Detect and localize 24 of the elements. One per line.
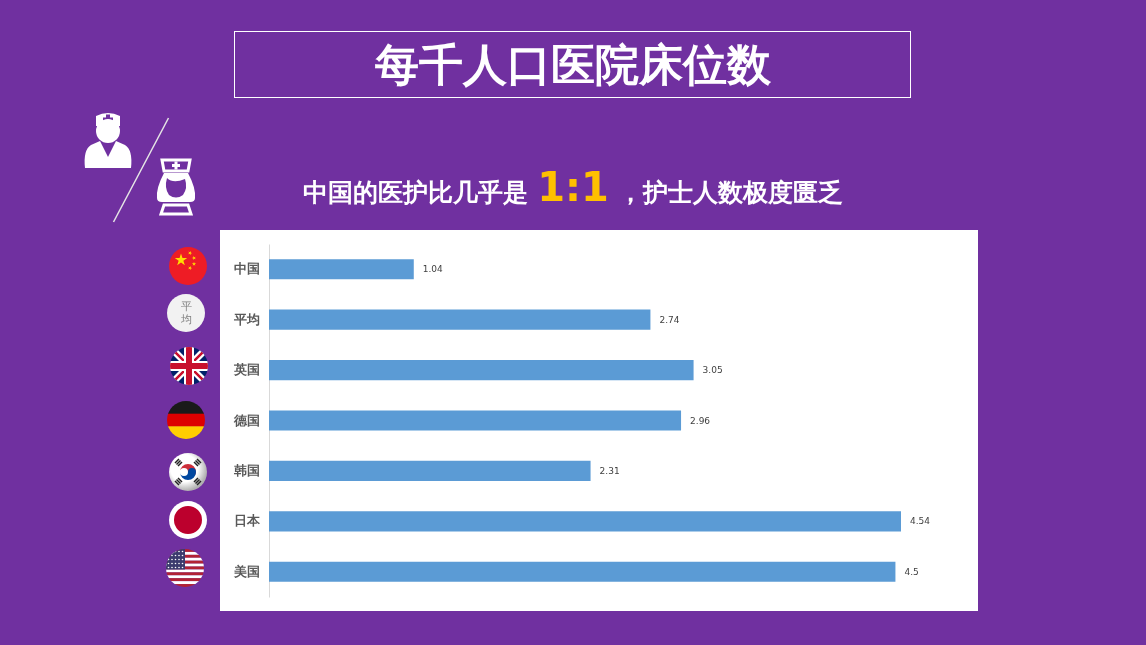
data-label: 1.04 xyxy=(422,264,444,275)
chart-title: 每千人口医院床位数 xyxy=(234,31,911,98)
data-label: 3.05 xyxy=(702,365,723,376)
data-label: 2.31 xyxy=(599,465,620,476)
y-tick-label: 德国 xyxy=(232,412,260,428)
bar xyxy=(269,309,651,330)
y-tick-label: 韩国 xyxy=(232,462,260,478)
bar xyxy=(269,410,682,431)
bar xyxy=(269,460,591,482)
data-label: 2.74 xyxy=(659,314,680,325)
data-label: 4.54 xyxy=(910,516,931,527)
y-tick-label: 日本 xyxy=(233,513,261,529)
y-tick-label: 中国 xyxy=(233,261,260,277)
y-tick-label: 美国 xyxy=(232,563,260,579)
y-tick-label: 平均 xyxy=(232,311,260,327)
y-tick-label: 英国 xyxy=(232,362,260,378)
bar xyxy=(269,561,896,582)
average-badge-icon: 平均 xyxy=(167,294,205,332)
data-label: 4.5 xyxy=(904,566,919,577)
chart-subtitle: 中国的医护比几乎是 1:1 ，护士人数极度匮乏 xyxy=(303,164,843,210)
bar xyxy=(269,511,901,532)
bar xyxy=(269,259,414,280)
bar xyxy=(269,359,694,381)
data-label: 2.96 xyxy=(690,415,711,426)
